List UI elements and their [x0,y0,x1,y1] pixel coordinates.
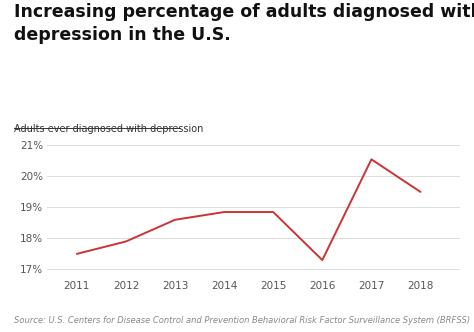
Text: Source: U.S. Centers for Disease Control and Prevention Behavioral Risk Factor S: Source: U.S. Centers for Disease Control… [14,316,470,325]
Text: Adults ever diagnosed with depression: Adults ever diagnosed with depression [14,124,204,134]
Text: Increasing percentage of adults diagnosed with
depression in the U.S.: Increasing percentage of adults diagnose… [14,3,474,43]
